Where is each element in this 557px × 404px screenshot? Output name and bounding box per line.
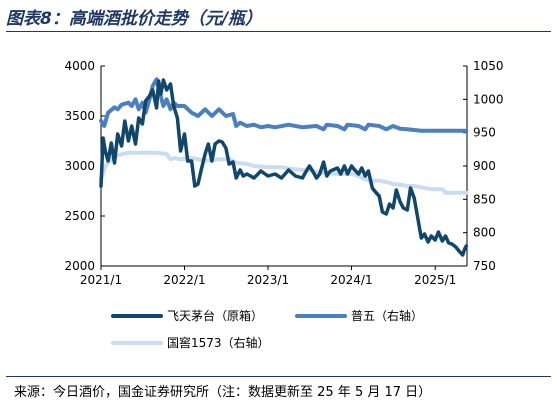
x-tick-label: 2021/1 [80, 273, 122, 287]
x-tick-label: 2022/1 [163, 273, 205, 287]
title-divider [6, 31, 551, 32]
left-tick-label: 2500 [64, 209, 95, 223]
right-tick-label: 1000 [473, 92, 504, 106]
right-tick-label: 1050 [473, 59, 504, 73]
chart-axes: 2000 2500 3000 3500 4000 750 800 850 900 950 1000 1… [64, 59, 503, 287]
x-tick-label: 2025/1 [414, 273, 456, 287]
x-tick-label: 2023/1 [247, 273, 289, 287]
left-tick-label: 2000 [64, 259, 95, 273]
series-line-1 [99, 77, 469, 133]
right-tick-label: 750 [473, 259, 496, 273]
x-tick-label: 2024/1 [330, 273, 372, 287]
right-tick-label: 900 [473, 159, 496, 173]
source-divider [6, 376, 551, 377]
legend-label-1: 普五（右轴） [351, 308, 423, 323]
series-line-2 [99, 150, 469, 195]
right-tick-label: 950 [473, 126, 496, 140]
right-tick-label: 850 [473, 192, 496, 206]
source-note: 来源：今日酒价，国金证券研究所（注：数据更新至 25 年 5 月 17 日） [14, 385, 432, 400]
legend-label-2: 国窖1573（右轴） [167, 335, 270, 350]
chart-series [99, 77, 469, 257]
legend-label-0: 飞天茅台（原箱） [167, 308, 263, 323]
left-tick-label: 3500 [64, 109, 95, 123]
chart-title: 图表8：高端酒批价走势（元/瓶） [6, 9, 263, 29]
price-trend-chart: 2000 2500 3000 3500 4000 750 800 850 900 950 1000 1… [64, 59, 503, 350]
left-tick-label: 3000 [64, 159, 95, 173]
series-line-0 [99, 78, 469, 257]
right-tick-label: 800 [473, 226, 496, 240]
left-tick-label: 4000 [64, 59, 95, 73]
chart-legend: 飞天茅台（原箱） 普五（右轴） 国窖1573（右轴） [111, 308, 423, 350]
